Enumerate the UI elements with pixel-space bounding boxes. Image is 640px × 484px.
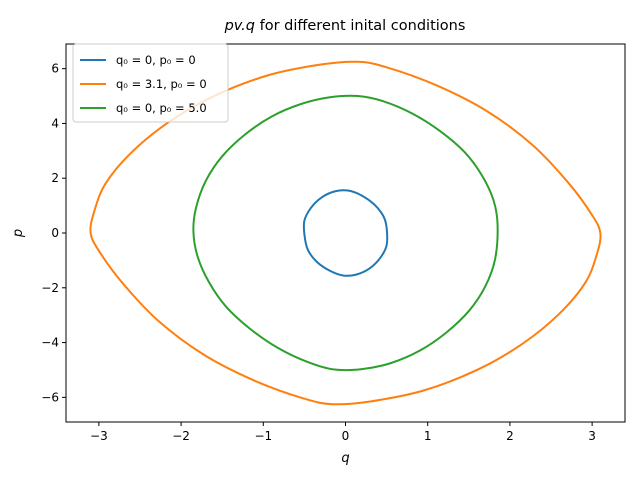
- legend-frame: [72, 43, 229, 123]
- x-tick-label: 3: [588, 429, 596, 443]
- y-tick-label: −2: [41, 281, 59, 295]
- y-axis-ticks: −6 −4 −2 0 2 4 6: [41, 62, 66, 404]
- y-tick-label: 2: [51, 171, 59, 185]
- x-tick-label: 0: [342, 429, 350, 443]
- legend-label-3: q₀ = 0, p₀ = 5.0: [116, 101, 207, 115]
- x-tick-label: −1: [254, 429, 272, 443]
- chart-title: pv.q for different inital conditions: [224, 18, 466, 34]
- series-line-2: [89, 60, 602, 406]
- legend: q₀ = 0, p₀ = 0 q₀ = 3.1, p₀ = 0 q₀ = 0, p₀…: [72, 43, 229, 123]
- x-tick-label: −3: [90, 429, 108, 443]
- x-tick-label: −2: [172, 429, 190, 443]
- y-tick-label: −4: [41, 336, 59, 350]
- series-layer: [89, 60, 602, 406]
- y-tick-label: −6: [41, 390, 59, 404]
- y-axis-label: p: [11, 229, 26, 238]
- series-line-1: [302, 189, 389, 277]
- legend-label-2: q₀ = 3.1, p₀ = 0: [116, 77, 207, 91]
- x-tick-label: 2: [506, 429, 514, 443]
- y-tick-label: 4: [51, 116, 59, 130]
- y-tick-label: 6: [51, 62, 59, 76]
- chart-title-rest: for different inital conditions: [255, 18, 465, 34]
- series-line-3: [192, 94, 499, 372]
- x-tick-label: 1: [424, 429, 432, 443]
- chart-title-italic: pv.q: [224, 18, 255, 34]
- x-axis-ticks: −3 −2 −1 0 1 2 3: [90, 422, 596, 443]
- x-axis-label: q: [341, 451, 349, 466]
- legend-label-1: q₀ = 0, p₀ = 0: [116, 53, 196, 67]
- y-tick-label: 0: [51, 226, 59, 240]
